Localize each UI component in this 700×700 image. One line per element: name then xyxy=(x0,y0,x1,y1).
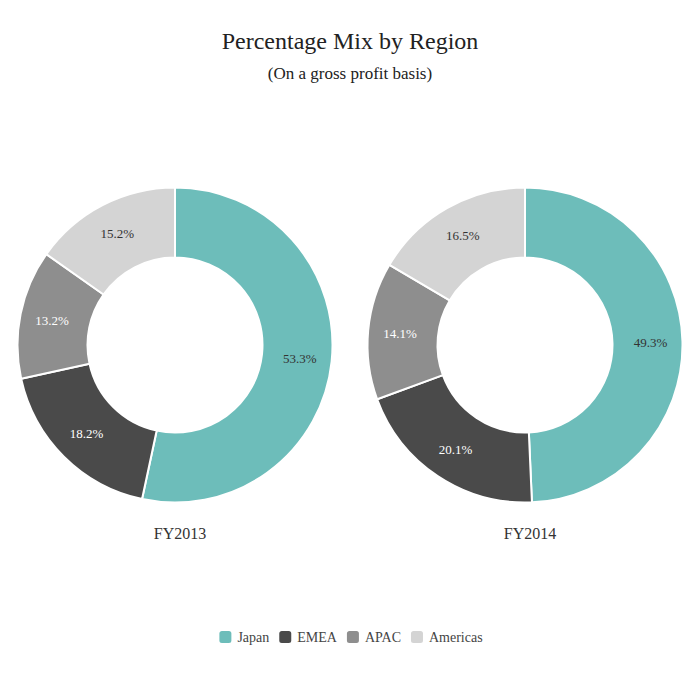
svg-text:FY2014: FY2014 xyxy=(504,525,556,542)
svg-text:Americas: Americas xyxy=(429,630,483,645)
svg-text:49.3%: 49.3% xyxy=(634,335,668,350)
svg-text:Japan: Japan xyxy=(237,630,269,645)
svg-text:15.2%: 15.2% xyxy=(100,226,134,241)
svg-text:14.1%: 14.1% xyxy=(383,326,417,341)
svg-text:EMEA: EMEA xyxy=(297,630,338,645)
svg-text:53.3%: 53.3% xyxy=(283,351,317,366)
svg-text:FY2013: FY2013 xyxy=(154,525,206,542)
svg-text:20.1%: 20.1% xyxy=(439,442,473,457)
svg-text:13.2%: 13.2% xyxy=(35,313,69,328)
svg-text:Percentage Mix by Region: Percentage Mix by Region xyxy=(222,28,479,54)
svg-text:18.2%: 18.2% xyxy=(70,426,104,441)
svg-text:APAC: APAC xyxy=(365,630,401,645)
svg-text:16.5%: 16.5% xyxy=(446,228,480,243)
svg-text:(On a gross profit basis): (On a gross profit basis) xyxy=(268,64,432,83)
